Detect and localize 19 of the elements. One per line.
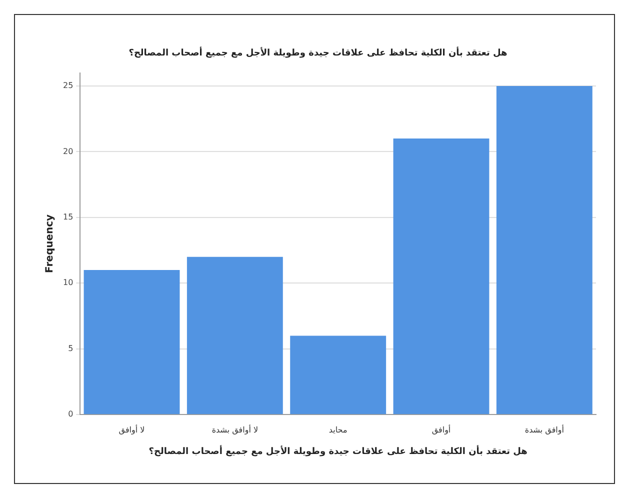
y-tick-label: 25 — [62, 81, 74, 90]
y-tick-label: 15 — [62, 212, 74, 222]
x-tick-label: أوافق بشدة — [524, 424, 564, 434]
bar — [393, 138, 490, 414]
y-axis-title: Frequency — [44, 214, 56, 273]
bar — [290, 336, 386, 414]
x-tick-label: أوافق — [432, 424, 451, 434]
y-tick-label: 20 — [62, 146, 74, 156]
bar — [186, 256, 283, 414]
y-tick-label: 0 — [68, 410, 74, 419]
bar — [84, 270, 180, 414]
x-tick-label: محايد — [328, 425, 348, 434]
chart-title: هل تعتقد بأن الكلية تحافظ على علاقات جيدة وطويلة الأجل مع جميع أصحاب المصالح؟ — [128, 46, 508, 59]
x-tick-label: لا أوافق بشدة — [212, 424, 258, 434]
x-axis-title: هل تعتقد بأن الكلية تحافظ على علاقات جيدة وطويلة الأجل مع جميع أصحاب المصالح؟ — [148, 444, 528, 457]
y-tick-label: 10 — [62, 278, 74, 288]
y-tick-label: 5 — [68, 344, 74, 353]
bar — [496, 86, 592, 414]
x-tick-label: لا أوافق — [118, 424, 145, 434]
